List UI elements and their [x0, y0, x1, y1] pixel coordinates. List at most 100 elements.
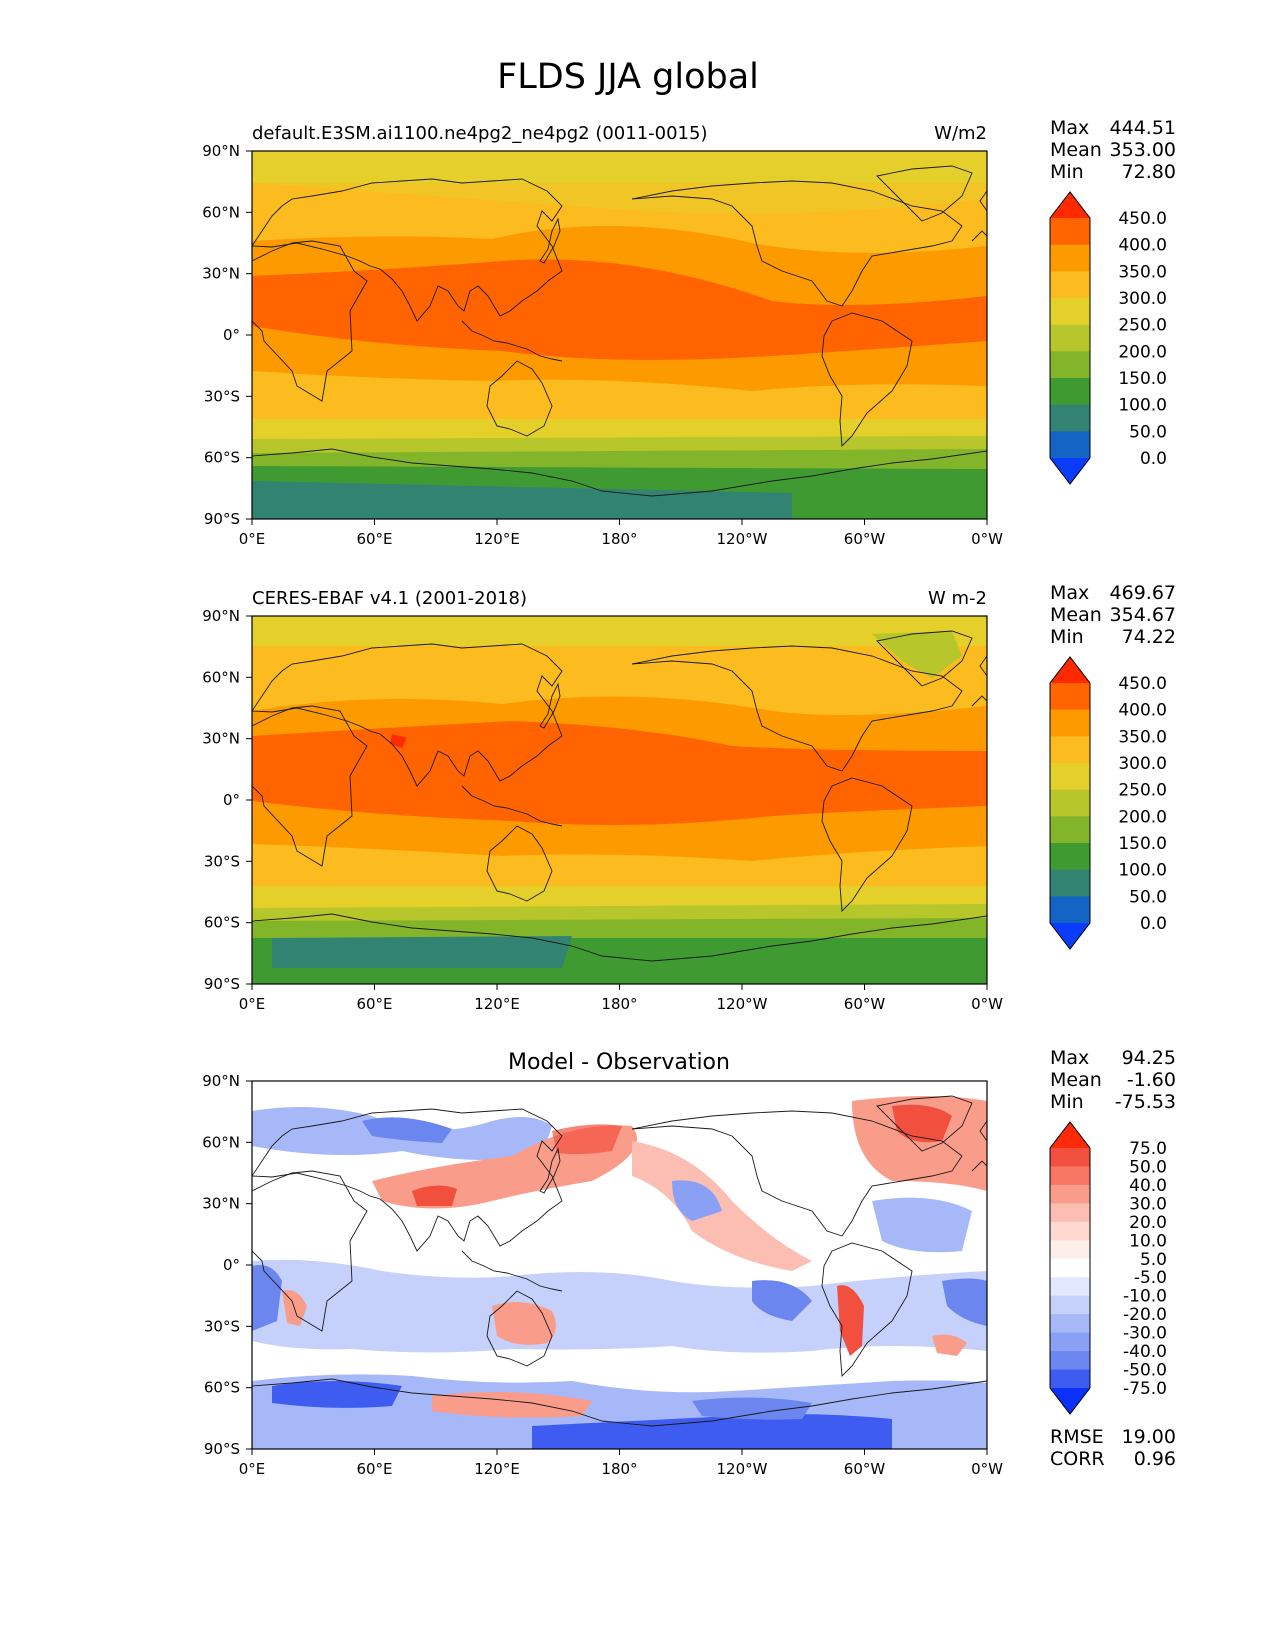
y-tick-label: 60°N	[202, 203, 240, 221]
stat-label: Min	[1050, 626, 1084, 648]
x-axis-ticks: 0°E 60°E 120°E 180° 120°W 60°W 0°W	[239, 519, 1003, 548]
colorbar-label: 400.0	[1118, 236, 1167, 256]
x-tick-label: 180°	[601, 995, 637, 1013]
y-tick-label: 90°S	[204, 975, 240, 993]
y-tick-label: 60°S	[204, 1379, 240, 1397]
colorbar-segment	[1050, 1148, 1090, 1167]
colorbar-label: 450.0	[1118, 209, 1167, 229]
y-tick-label: 90°N	[202, 607, 240, 625]
stat-label: Mean	[1050, 1069, 1102, 1091]
colorbar-diff: 75.050.040.030.020.010.05.0-5.0-10.0-20.…	[1049, 1121, 1167, 1415]
stat-value: 94.25	[1122, 1047, 1176, 1069]
y-tick-label: 30°S	[204, 1317, 240, 1335]
colorbar-segment	[1050, 218, 1090, 246]
y-tick-label: 90°S	[204, 1440, 240, 1458]
colorbar-label: 40.0	[1129, 1176, 1167, 1196]
stat-label: Max	[1050, 582, 1089, 604]
y-axis-ticks: 90°N 60°N 30°N 0° 30°S 60°S 90°S	[202, 1072, 252, 1458]
colorbar-segment	[1050, 324, 1090, 352]
stat-value: 19.00	[1122, 1426, 1176, 1448]
left-title: default.E3SM.ai1100.ne4pg2_ne4pg2 (0011-…	[252, 123, 707, 144]
stats-diff: Max 94.25 Mean -1.60 Min -75.53	[1050, 1047, 1176, 1113]
y-tick-label: 90°N	[202, 1072, 240, 1090]
colorbar-label: 250.0	[1118, 781, 1167, 801]
colorbar-segment	[1050, 1369, 1090, 1389]
contour-field	[252, 151, 987, 519]
y-axis-ticks: 90°N 60°N 30°N 0° 30°S 60°S 90°S	[202, 607, 252, 993]
colorbar-label: 300.0	[1118, 289, 1167, 309]
y-tick-label: 30°N	[202, 265, 240, 283]
stat-label: Max	[1050, 1047, 1089, 1069]
colorbar-extend-min	[1050, 923, 1090, 949]
x-tick-label: 120°W	[717, 530, 768, 548]
colorbar-label: 150.0	[1118, 834, 1167, 854]
colorbar-label: -30.0	[1123, 1324, 1167, 1344]
colorbar-label: 400.0	[1118, 701, 1167, 721]
y-tick-label: 60°N	[202, 668, 240, 686]
colorbar-label: 200.0	[1118, 807, 1167, 827]
colorbar-label: -50.0	[1123, 1361, 1167, 1381]
colorbar-label: 350.0	[1118, 262, 1167, 282]
y-tick-label: 30°S	[204, 852, 240, 870]
stat-label: Min	[1050, 161, 1084, 183]
colorbar-segment	[1050, 1184, 1090, 1204]
colorbar-label: 30.0	[1129, 1194, 1167, 1214]
x-tick-label: 120°E	[474, 530, 520, 548]
colorbar-label: -5.0	[1134, 1268, 1167, 1288]
colorbar-label: 0.0	[1140, 449, 1167, 469]
colorbar-label: 50.0	[1129, 887, 1167, 907]
x-tick-label: 0°E	[239, 530, 266, 548]
colorbar-extend-max	[1050, 1122, 1090, 1148]
panel-obs: 0°E 60°E 120°E 180° 120°W 60°W 0°W 90°N 60°N 30°…	[202, 588, 1003, 1013]
x-tick-label: 60°W	[844, 530, 886, 548]
colorbar-segment	[1050, 1258, 1090, 1278]
stat-label: Mean	[1050, 604, 1102, 626]
y-tick-label: 90°N	[202, 142, 240, 160]
colorbar-segment	[1050, 1221, 1090, 1241]
colorbar-segment	[1050, 1332, 1090, 1352]
colorbar-segment	[1050, 869, 1090, 897]
stats-model: Max 444.51 Mean 353.00 Min 72.80	[1050, 117, 1176, 183]
colorbar-segment	[1050, 378, 1090, 406]
units-label: W/m2	[934, 123, 987, 144]
colorbar-label: 75.0	[1129, 1139, 1167, 1159]
colorbar-segment	[1050, 763, 1090, 791]
x-axis-ticks: 0°E 60°E 120°E 180° 120°W 60°W 0°W	[239, 1449, 1003, 1478]
colorbar-segment	[1050, 736, 1090, 764]
stat-label: Max	[1050, 117, 1089, 139]
colorbar-segment	[1050, 1351, 1090, 1371]
colorbar-segment	[1050, 244, 1090, 272]
colorbar-segment	[1050, 351, 1090, 379]
colorbar-label: 150.0	[1118, 369, 1167, 389]
contour-field	[252, 616, 987, 984]
contour-field	[252, 1095, 987, 1449]
stat-value: -1.60	[1127, 1069, 1176, 1091]
stat-label: Mean	[1050, 139, 1102, 161]
x-tick-label: 60°E	[356, 1460, 392, 1478]
y-tick-label: 0°	[223, 1256, 240, 1274]
y-tick-label: 60°N	[202, 1133, 240, 1151]
colorbar-segment	[1050, 709, 1090, 737]
colorbar-label: 200.0	[1118, 342, 1167, 362]
colorbar-segment	[1050, 1277, 1090, 1297]
colorbar-segment	[1050, 1166, 1090, 1186]
colorbar-label: 350.0	[1118, 727, 1167, 747]
x-tick-label: 120°W	[717, 995, 768, 1013]
colorbar-segment	[1050, 789, 1090, 817]
colorbar-model: 450.0 400.0 350.0 300.0 250.0 200.0 150.0 100.0…	[1049, 191, 1167, 485]
colorbar-label: -20.0	[1123, 1305, 1167, 1325]
stats-obs: Max 469.67 Mean 354.67 Min 74.22	[1050, 582, 1176, 648]
x-tick-label: 0°W	[971, 1460, 1003, 1478]
stat-value: 0.96	[1134, 1448, 1176, 1470]
colorbar-label: 20.0	[1129, 1213, 1167, 1233]
colorbar-segment	[1050, 683, 1090, 711]
x-tick-label: 0°E	[239, 995, 266, 1013]
y-tick-label: 60°S	[204, 914, 240, 932]
x-tick-label: 180°	[601, 1460, 637, 1478]
x-tick-label: 60°W	[844, 1460, 886, 1478]
colorbar-segment	[1050, 816, 1090, 844]
colorbar-label: -40.0	[1123, 1342, 1167, 1362]
stat-value: 469.67	[1110, 582, 1176, 604]
stat-value: 74.22	[1122, 626, 1176, 648]
colorbar-segment	[1050, 843, 1090, 871]
